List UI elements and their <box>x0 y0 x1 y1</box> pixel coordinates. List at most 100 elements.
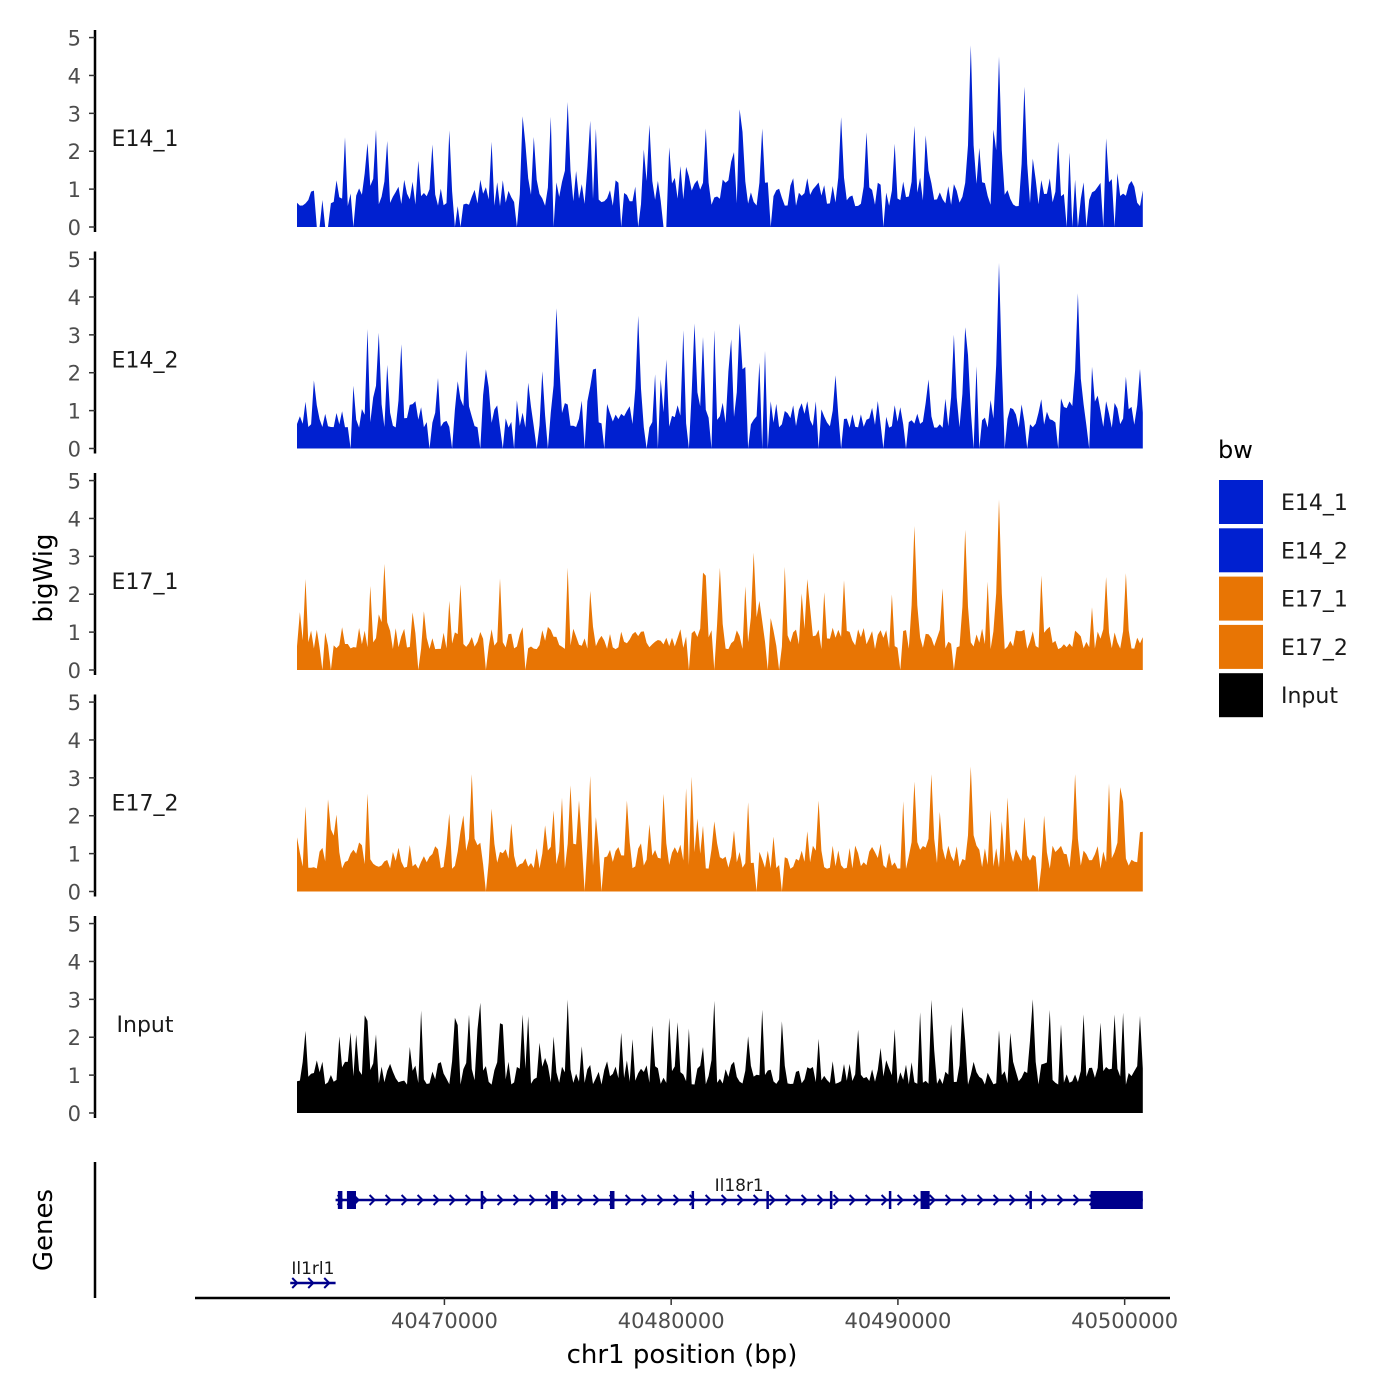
exon <box>920 1191 930 1209</box>
strand-arrow <box>736 1194 744 1206</box>
legend-label: E17_1 <box>1281 588 1348 613</box>
exon <box>480 1191 484 1209</box>
legend-swatch <box>1219 576 1263 621</box>
y-tick-label: 0 <box>68 1102 81 1126</box>
strand-arrow <box>960 1194 968 1206</box>
track-label: Input <box>117 1013 174 1038</box>
legend-item-input: Input <box>1219 673 1338 718</box>
track-label: E17_2 <box>112 791 179 816</box>
signal-area <box>297 999 1143 1113</box>
x-tick-label: 40490000 <box>844 1309 951 1333</box>
y-tick-label: 0 <box>68 216 81 240</box>
exon <box>829 1191 833 1209</box>
strand-arrow <box>800 1194 808 1206</box>
strand-arrow <box>544 1194 552 1206</box>
y-tick-label: 5 <box>68 470 81 494</box>
strand-arrow <box>307 1277 315 1289</box>
signal-area <box>297 499 1143 670</box>
y-tick-label: 1 <box>68 178 81 202</box>
strand-arrow <box>592 1194 600 1206</box>
y-tick-label: 3 <box>68 767 81 791</box>
y-tick-label: 5 <box>68 913 81 937</box>
track-input: 0 1 2 3 4 5 Input <box>68 913 1143 1126</box>
gene-features: Il18r1 Il1rl1 <box>290 1176 1143 1289</box>
track-e14-1: 0 1 2 3 4 5 E14_1 <box>68 27 1143 240</box>
exon <box>346 1191 356 1209</box>
strand-arrow <box>416 1194 424 1206</box>
exon <box>691 1191 695 1209</box>
track-label: E14_2 <box>112 348 179 373</box>
strand-arrow <box>992 1194 1000 1206</box>
strand-arrow <box>688 1194 696 1206</box>
track-label: E17_1 <box>112 570 179 595</box>
y-tick-label: 5 <box>68 691 81 715</box>
y-tick-label: 4 <box>68 950 81 974</box>
strand-arrow <box>896 1194 904 1206</box>
strand-arrow <box>848 1194 856 1206</box>
strand-arrow <box>768 1194 776 1206</box>
x-axis-ticks: 40470000 40480000 40490000 40500000 <box>391 1298 1178 1333</box>
x-axis-title: chr1 position (bp) <box>567 1340 798 1370</box>
strand-arrow <box>368 1194 376 1206</box>
legend: bw E14_1 E14_2 E17_1 E17_2 Input <box>1218 436 1348 718</box>
exon <box>609 1191 615 1209</box>
exon <box>1029 1191 1032 1209</box>
gene-label: Il1rl1 <box>291 1259 334 1279</box>
strand-arrow <box>816 1194 824 1206</box>
strand-arrow <box>291 1277 299 1289</box>
y-tick-label: 5 <box>68 248 81 272</box>
y-tick-label: 4 <box>68 286 81 310</box>
track-e14-2: 0 1 2 3 4 5 E14_2 <box>68 248 1143 462</box>
x-axis: 40470000 40480000 40490000 40500000 chr1 po… <box>195 1296 1178 1370</box>
strand-arrow <box>624 1194 632 1206</box>
y-tick-label: 4 <box>68 729 81 753</box>
strand-arrow <box>928 1194 936 1206</box>
strand-arrow <box>323 1277 331 1289</box>
legend-swatch <box>1219 673 1263 718</box>
y-tick-label: 5 <box>68 27 81 51</box>
legend-items: E14_1 E14_2 E17_1 E17_2 Input <box>1219 480 1348 718</box>
legend-swatch <box>1219 624 1263 669</box>
strand-arrow <box>880 1194 888 1206</box>
strand-arrow <box>384 1194 392 1206</box>
strand-arrow <box>432 1194 440 1206</box>
strand-arrow <box>944 1194 952 1206</box>
y-tick-label: 4 <box>68 64 81 88</box>
exon <box>1090 1191 1143 1209</box>
y-tick-label: 2 <box>68 583 81 607</box>
gene-label: Il18r1 <box>715 1176 764 1196</box>
gene-il1rl1: Il1rl1 <box>290 1259 336 1289</box>
strand-arrow <box>464 1194 472 1206</box>
strand-arrow <box>1008 1194 1016 1206</box>
legend-item-e14-2: E14_2 <box>1219 528 1348 573</box>
gene-il18r1: Il18r1 <box>335 1176 1143 1209</box>
strand-arrow <box>752 1194 760 1206</box>
strand-arrow <box>976 1194 984 1206</box>
strand-arrow <box>528 1194 536 1206</box>
x-tick-label: 40480000 <box>618 1309 725 1333</box>
y-tick-label: 4 <box>68 507 81 531</box>
y-tick-label: 3 <box>68 545 81 569</box>
signal-area <box>297 45 1143 228</box>
strand-arrow <box>560 1194 568 1206</box>
y-tick-label: 0 <box>68 438 81 462</box>
strand-arrow <box>656 1194 664 1206</box>
y-axis-title: bigWig <box>29 533 59 622</box>
signal-area <box>297 766 1143 892</box>
legend-label: Input <box>1281 684 1338 709</box>
genes-panel: Il18r1 Il1rl1 <box>93 1162 1143 1298</box>
strand-arrow <box>576 1194 584 1206</box>
track-e17-2: 0 1 2 3 4 5 E17_2 <box>68 691 1143 905</box>
y-tick-label: 1 <box>68 621 81 645</box>
y-tick-label: 2 <box>68 140 81 164</box>
strand-arrow <box>496 1194 504 1206</box>
x-tick-label: 40500000 <box>1071 1309 1178 1333</box>
strand-arrow <box>400 1194 408 1206</box>
legend-swatch <box>1219 480 1263 524</box>
y-tick-label: 2 <box>68 1026 81 1050</box>
y-tick-label: 2 <box>68 362 81 386</box>
exon <box>337 1191 343 1209</box>
track-label: E14_1 <box>112 127 179 152</box>
legend-label: E14_1 <box>1281 491 1348 516</box>
